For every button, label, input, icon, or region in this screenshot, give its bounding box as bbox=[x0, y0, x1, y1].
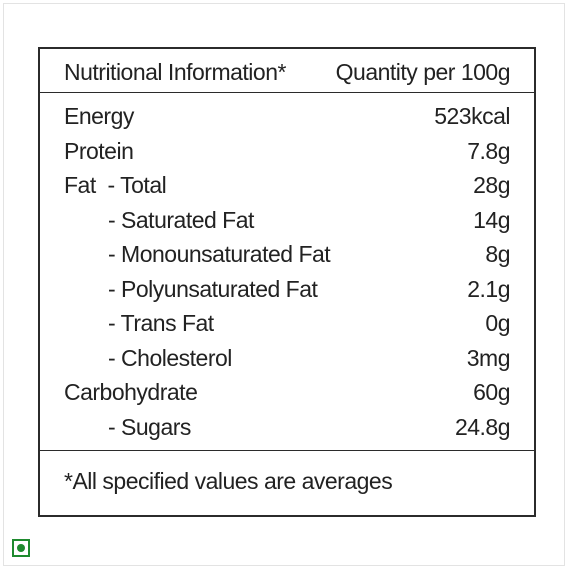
nutrient-label: Fat - Total bbox=[64, 172, 167, 198]
nutrient-value: 7.8g bbox=[467, 137, 510, 164]
veg-mark-dot bbox=[17, 544, 25, 552]
nutrient-row-sugars: - Sugars 24.8g bbox=[40, 411, 534, 446]
header-quantity: Quantity per 100g bbox=[335, 59, 511, 85]
nutrient-value: 523kcal bbox=[434, 103, 510, 129]
nutrient-label: Protein bbox=[64, 137, 134, 164]
nutrient-label: - Cholesterol bbox=[108, 344, 232, 371]
nutrient-label: - Saturated Fat bbox=[108, 206, 254, 233]
nutrition-panel: Nutritional Information* Quantity per 10… bbox=[38, 47, 536, 517]
nutrient-value: 2.1g bbox=[467, 275, 510, 302]
nutrient-row-saturated-fat: - Saturated Fat 14g bbox=[40, 204, 534, 239]
nutrient-row-carbohydrate: Carbohydrate 60g bbox=[40, 376, 534, 411]
nutrient-value: 24.8g bbox=[454, 413, 511, 440]
nutrient-value: 8g bbox=[485, 241, 510, 267]
nutrient-label: - Trans Fat bbox=[108, 310, 214, 336]
nutrient-row-protein: Protein 7.8g bbox=[40, 135, 534, 170]
veg-mark-icon bbox=[12, 539, 30, 557]
nutrient-row-fat-total: Fat - Total 28g bbox=[40, 169, 534, 204]
averages-note: *All specified values are averages bbox=[64, 468, 393, 494]
nutrient-value: 60g bbox=[473, 379, 510, 405]
nutrient-row-monounsaturated-fat: - Monounsaturated Fat 8g bbox=[40, 238, 534, 273]
nutrition-header: Nutritional Information* Quantity per 10… bbox=[40, 49, 534, 93]
nutrient-row-energy: Energy 523kcal bbox=[40, 100, 534, 135]
nutrient-row-cholesterol: - Cholesterol 3mg bbox=[40, 342, 534, 377]
nutrient-value: 0g bbox=[485, 310, 510, 336]
nutrient-label: - Monounsaturated Fat bbox=[108, 241, 331, 267]
nutrient-rows: Energy 523kcal Protein 7.8g Fat - Total … bbox=[40, 100, 534, 445]
nutrient-label: - Polyunsaturated Fat bbox=[108, 275, 318, 302]
image-frame bbox=[3, 3, 565, 566]
nutrient-label: Carbohydrate bbox=[64, 379, 198, 405]
nutrient-row-trans-fat: - Trans Fat 0g bbox=[40, 307, 534, 342]
header-title: Nutritional Information* bbox=[64, 59, 286, 85]
nutrient-value: 3mg bbox=[466, 344, 511, 371]
nutrient-label: Energy bbox=[64, 103, 134, 129]
nutrient-value: 28g bbox=[473, 172, 510, 198]
nutrient-row-polyunsaturated-fat: - Polyunsaturated Fat 2.1g bbox=[40, 273, 534, 308]
nutrient-value: 14g bbox=[473, 206, 510, 233]
nutrient-label: - Sugars bbox=[108, 413, 191, 440]
nutrition-footer: *All specified values are averages bbox=[40, 450, 534, 515]
